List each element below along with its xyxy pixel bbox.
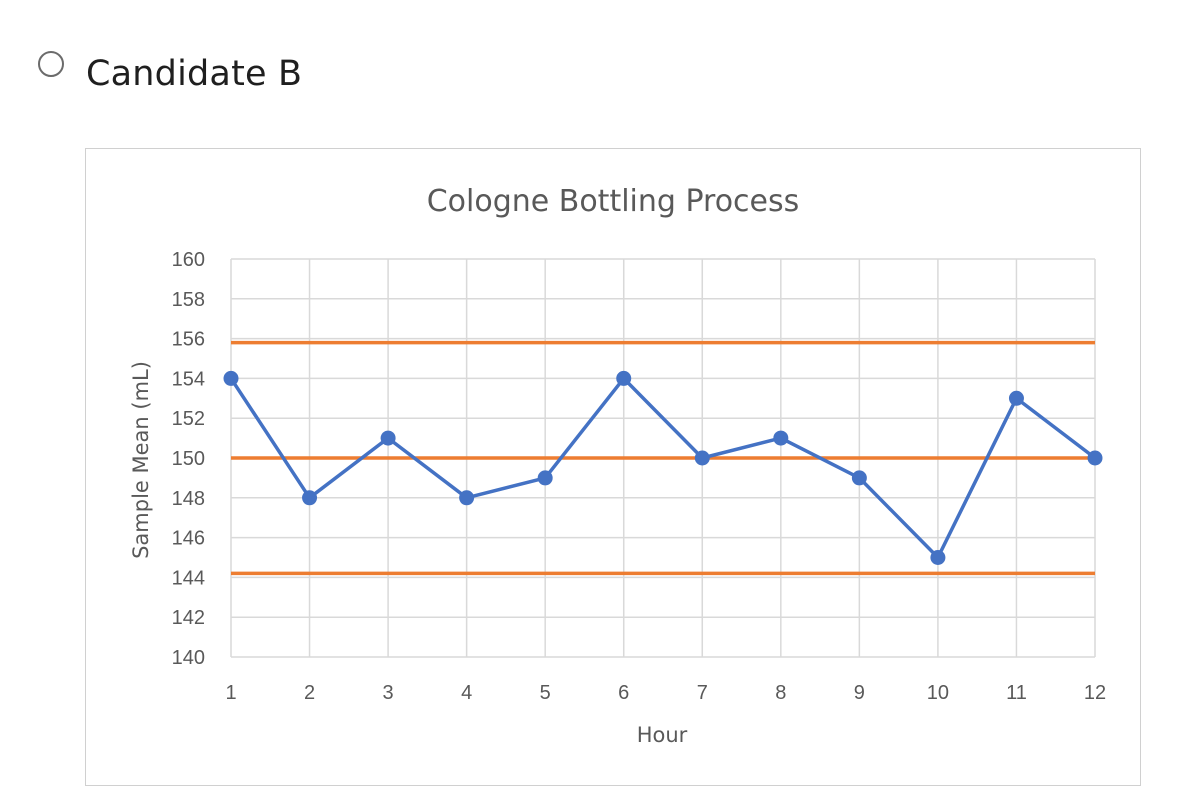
data-point <box>616 370 632 386</box>
data-point <box>851 470 867 486</box>
x-tick-label: 7 <box>697 682 708 704</box>
x-tick-label: 8 <box>775 682 786 704</box>
x-axis: 1 2 3 4 5 6 7 8 9 10 11 12 <box>225 682 1106 704</box>
x-tick-label: 3 <box>383 682 394 704</box>
x-tick-label: 1 <box>225 682 236 704</box>
y-tick-label: 158 <box>172 289 205 311</box>
x-axis-title: Hour <box>637 723 688 747</box>
data-point <box>302 490 318 506</box>
y-tick-label: 160 <box>172 249 205 271</box>
radio-button[interactable] <box>38 51 64 77</box>
y-tick-label: 154 <box>172 368 205 390</box>
data-point <box>773 430 789 446</box>
y-tick-label: 142 <box>172 607 205 629</box>
y-tick-label: 146 <box>172 528 205 550</box>
y-axis-title: Sample Mean (mL) <box>129 361 153 559</box>
y-axis: 140 142 144 146 148 150 152 154 156 158 160 <box>172 249 205 669</box>
x-tick-label: 12 <box>1084 682 1106 704</box>
data-point <box>459 490 475 506</box>
chart-container: Cologne Bottling Process 140 142 144 146 148… <box>85 148 1141 786</box>
answer-option-candidate-b[interactable]: Candidate B <box>38 46 302 102</box>
data-point <box>1008 390 1024 406</box>
data-point <box>537 470 553 486</box>
x-tick-label: 5 <box>540 682 551 704</box>
y-tick-label: 144 <box>172 567 205 589</box>
reference-lines <box>231 340 1095 576</box>
y-tick-label: 152 <box>172 408 205 430</box>
data-point <box>930 550 946 565</box>
y-tick-label: 156 <box>172 329 205 351</box>
data-point <box>694 450 710 466</box>
x-tick-label: 2 <box>304 682 315 704</box>
y-tick-label: 150 <box>172 448 205 470</box>
data-point <box>380 430 396 446</box>
option-label: Candidate B <box>86 54 303 94</box>
chart-title: Cologne Bottling Process <box>427 184 800 219</box>
x-tick-label: 4 <box>461 682 472 704</box>
y-tick-label: 148 <box>172 488 205 510</box>
data-point <box>223 370 239 386</box>
series-line <box>229 376 1097 560</box>
x-tick-label: 9 <box>854 682 865 704</box>
data-series <box>223 370 1103 565</box>
y-tick-label: 140 <box>172 647 205 669</box>
data-point <box>1087 450 1103 466</box>
x-tick-label: 11 <box>1006 682 1027 704</box>
line-chart: Cologne Bottling Process 140142144146148… <box>129 184 1106 747</box>
x-tick-label: 10 <box>927 682 949 704</box>
x-tick-label: 6 <box>618 682 629 704</box>
